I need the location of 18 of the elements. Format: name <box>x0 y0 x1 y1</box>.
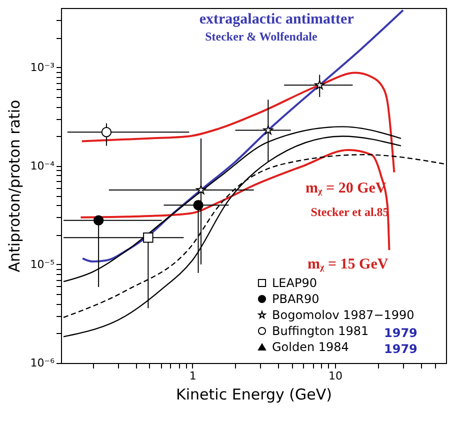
legend-label: Bogomolov 1987−1990 <box>272 308 414 322</box>
y-tick-label: 10⁻³ <box>30 60 54 74</box>
x-tick-label: 1 <box>189 370 196 382</box>
y-tick-label: 10⁻⁵ <box>30 258 54 271</box>
annotation: 1979 <box>384 326 418 340</box>
y-axis-title: Antiproton/proton ratio <box>5 100 24 272</box>
legend-label: Golden 1984 <box>272 340 349 354</box>
annotation: Stecker & Wolfendale <box>205 29 318 44</box>
annotation: 1979 <box>384 342 418 356</box>
x-tick-label: 10 <box>328 370 342 382</box>
legend-label: Buffington 1981 <box>272 324 369 338</box>
annotation: extragalactic antimatter <box>199 12 354 28</box>
legend-label: PBAR90 <box>272 292 320 306</box>
y-tick-label: 10⁻⁴ <box>30 159 56 172</box>
y-tick-label: 10⁻⁶ <box>30 356 56 370</box>
legend-label: LEAP90 <box>272 276 317 290</box>
x-axis-title: Kinetic Energy (GeV) <box>176 386 332 404</box>
annotation: mᵪ = 15 GeV <box>307 256 388 273</box>
